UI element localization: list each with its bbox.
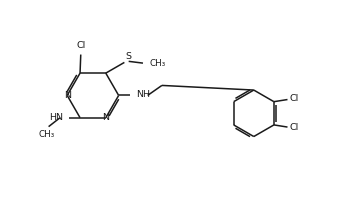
Text: NH: NH: [136, 90, 150, 99]
Text: N: N: [102, 113, 109, 122]
Text: CH₃: CH₃: [149, 59, 165, 68]
Text: CH₃: CH₃: [39, 130, 55, 139]
Text: Cl: Cl: [289, 123, 299, 132]
Text: Cl: Cl: [289, 94, 299, 103]
Text: N: N: [64, 91, 71, 100]
Text: S: S: [125, 52, 131, 61]
Text: Cl: Cl: [76, 41, 86, 50]
Text: HN: HN: [49, 112, 63, 122]
